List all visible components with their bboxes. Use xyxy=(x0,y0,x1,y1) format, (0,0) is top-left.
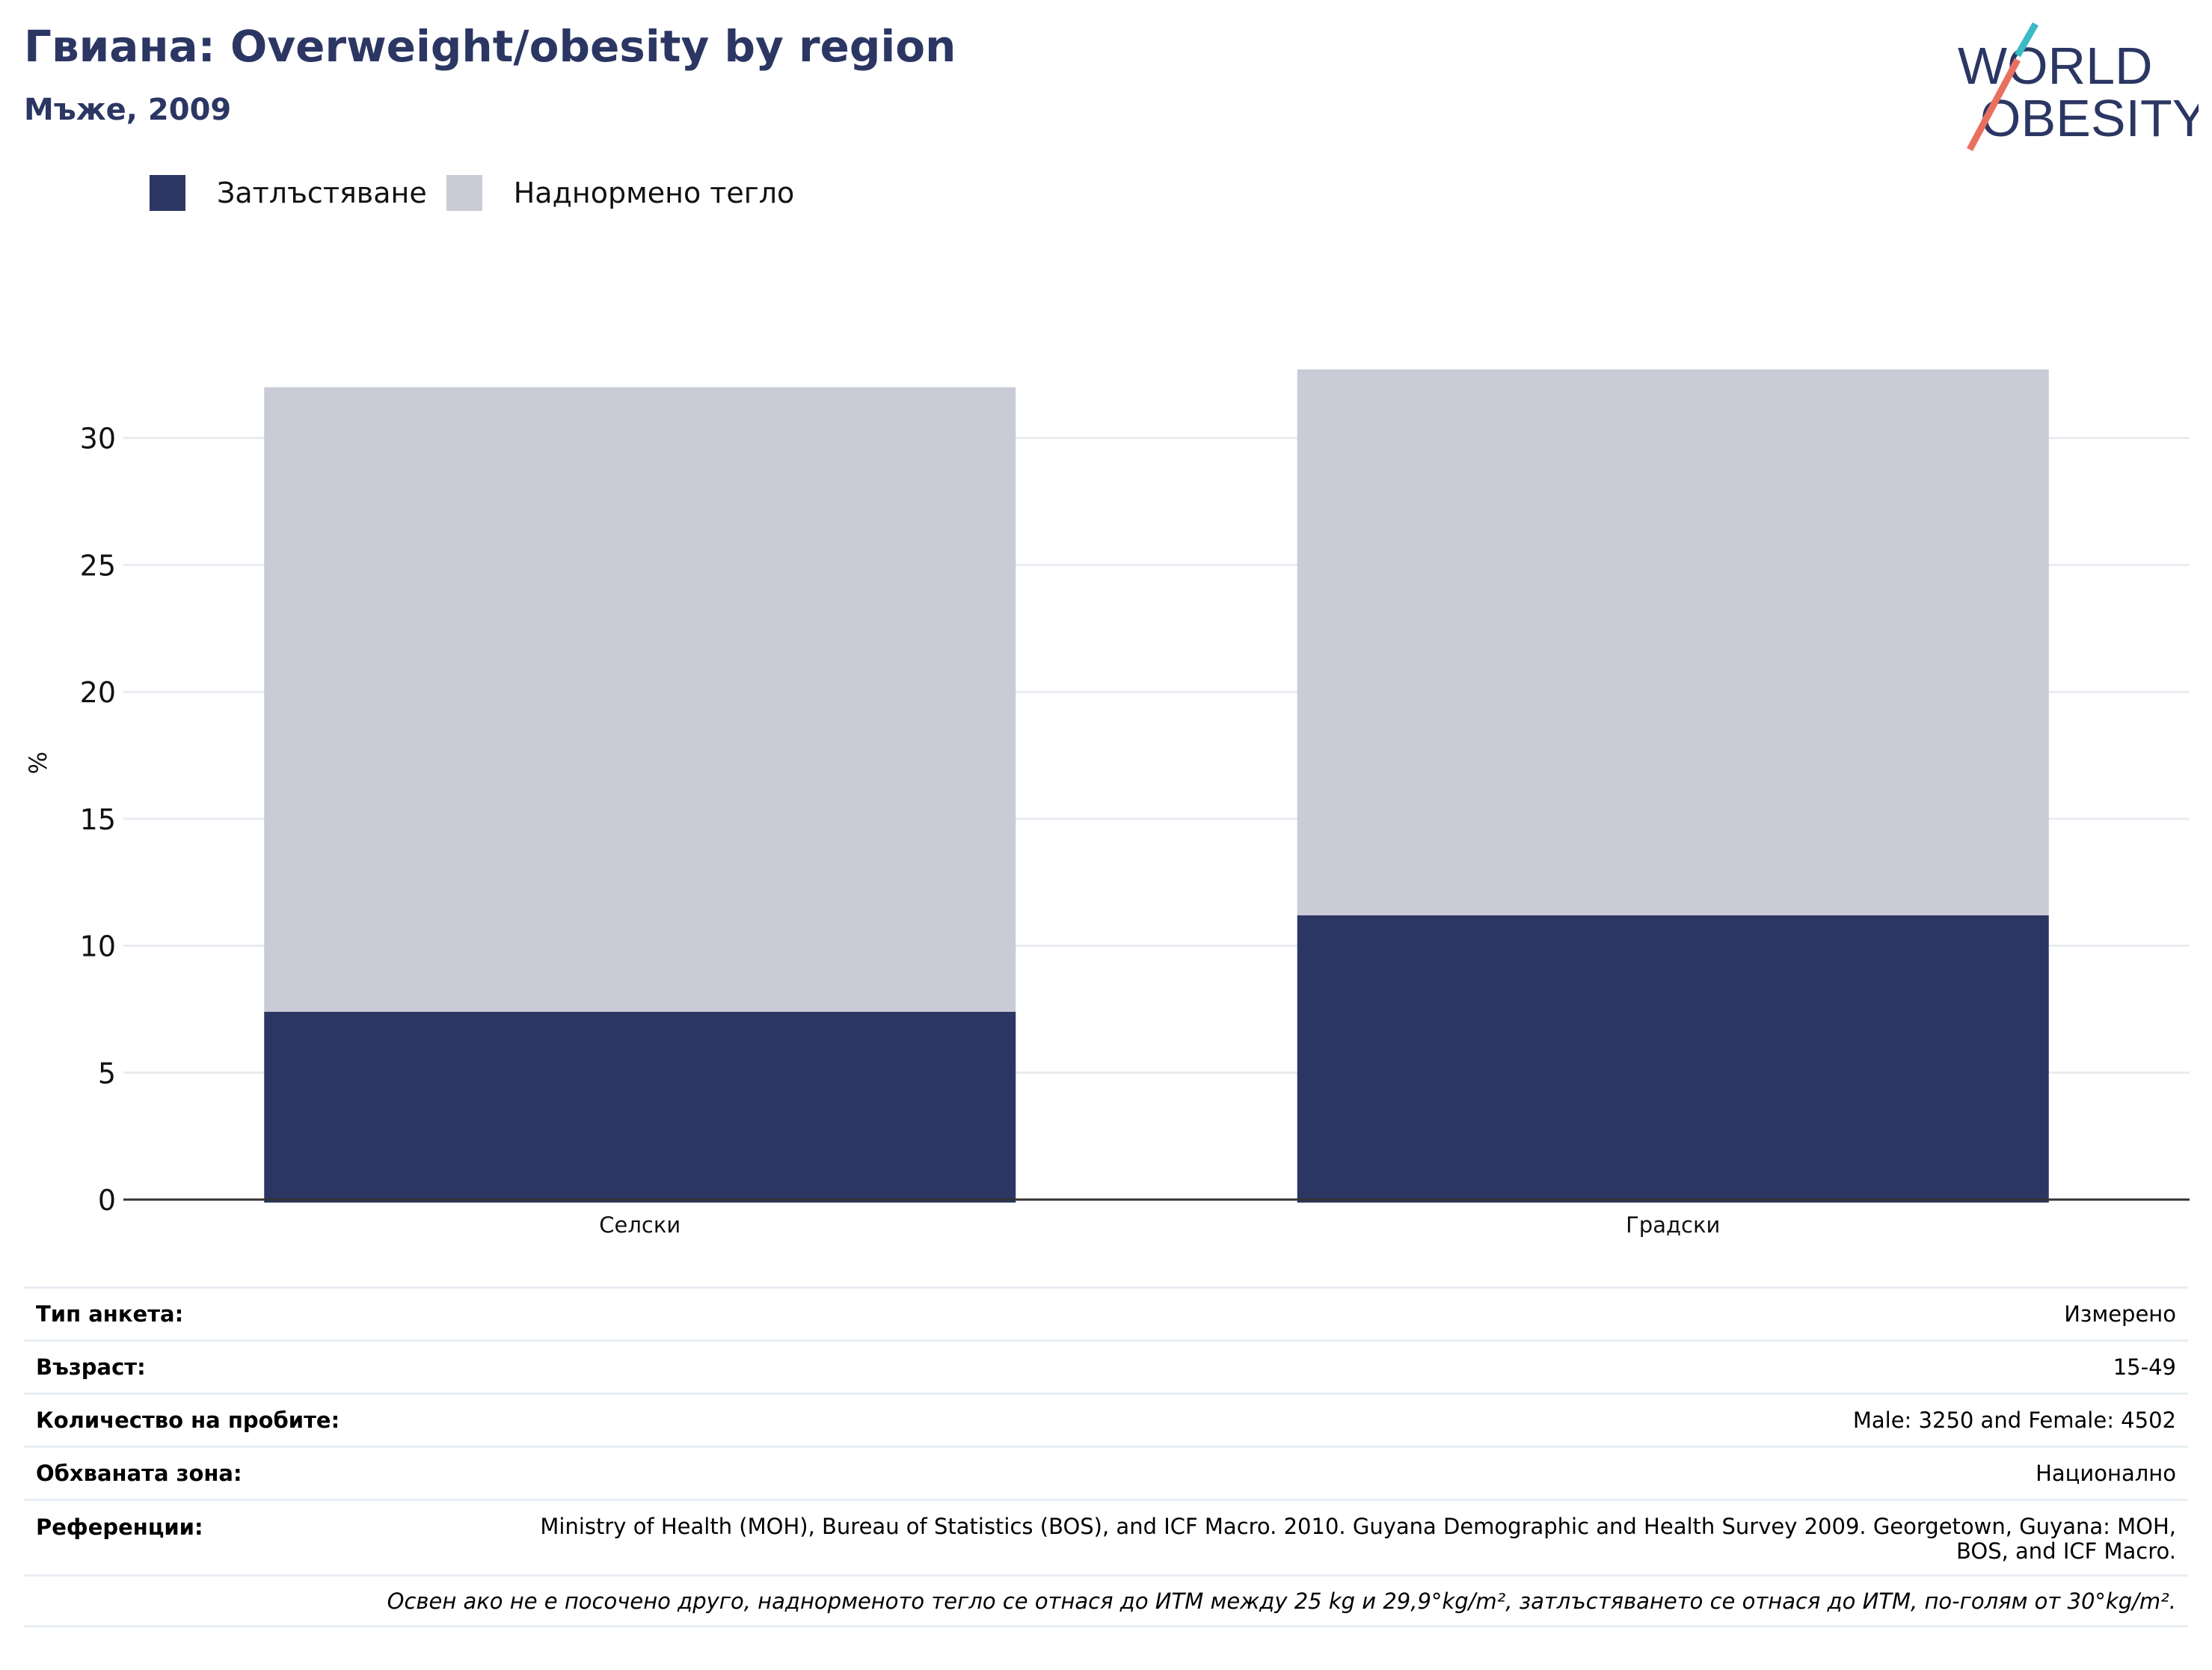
bar-segment xyxy=(1297,369,2049,915)
world-obesity-logo: WORLD OBESITY xyxy=(1958,22,2199,152)
chart-subtitle: Мъже, 2009 xyxy=(24,93,232,127)
definition-note: Освен ако не е посочено друго, наднормен… xyxy=(387,1588,2176,1614)
y-tick-label: 30 xyxy=(80,423,116,455)
meta-row-sample-size: Количество на пробите: Male: 3250 and Fe… xyxy=(24,1393,2188,1446)
x-tick-label: Селски xyxy=(599,1212,681,1238)
bar-segment xyxy=(1297,915,2049,1203)
bar-segment xyxy=(264,1011,1016,1203)
svg-text:WORLD: WORLD xyxy=(1958,37,2153,95)
survey-metadata-table: Тип анкета: Измерено Възраст: 15-49 Коли… xyxy=(24,1286,2188,1627)
legend-item-obesity: Затлъстяване xyxy=(150,175,427,211)
meta-row-note: Освен ако не е посочено друго, наднормен… xyxy=(24,1574,2188,1627)
legend-item-overweight: Наднормено тегло xyxy=(446,175,795,211)
chart-legend: Затлъстяване Наднормено тегло xyxy=(150,172,814,214)
meta-label-survey-type: Тип анкета: xyxy=(36,1301,184,1327)
svg-text:OBESITY: OBESITY xyxy=(1980,89,2199,147)
meta-row-age: Възраст: 15-49 xyxy=(24,1339,2188,1393)
meta-value-area: Национално xyxy=(2036,1461,2176,1486)
stacked-bar-chart: 0 5 10 15 20 25 30 Селски Градски% xyxy=(24,369,2190,1238)
meta-label-references: Референции: xyxy=(36,1514,203,1540)
y-tick-label: 10 xyxy=(80,930,116,963)
meta-label-area: Обхваната зона: xyxy=(36,1461,242,1486)
y-tick-label: 20 xyxy=(80,676,116,709)
meta-value-sample-size: Male: 3250 and Female: 4502 xyxy=(1852,1407,2176,1433)
meta-label-sample-size: Количество на пробите: xyxy=(36,1407,340,1433)
chart-title: Гвиана: Overweight/obesity by region xyxy=(24,21,956,72)
meta-row-references: Референции: Ministry of Health (MOH), Bu… xyxy=(24,1499,2188,1574)
meta-row-area: Обхваната зона: Национално xyxy=(24,1446,2188,1499)
x-tick-label: Градски xyxy=(1626,1212,1720,1238)
bar-segment xyxy=(264,387,1016,1012)
legend-label-overweight: Наднормено тегло xyxy=(513,176,795,209)
meta-value-age: 15-49 xyxy=(2113,1354,2176,1380)
legend-swatch-obesity xyxy=(150,175,185,211)
y-tick-label: 5 xyxy=(98,1057,116,1090)
y-axis-label: % xyxy=(24,752,52,774)
meta-value-references: Ministry of Health (MOH), Bureau of Stat… xyxy=(540,1514,2176,1564)
legend-swatch-overweight xyxy=(446,175,482,211)
meta-label-age: Възраст: xyxy=(36,1354,146,1380)
y-tick-label: 25 xyxy=(80,549,116,582)
y-tick-label: 0 xyxy=(98,1184,116,1217)
meta-row-survey-type: Тип анкета: Измерено xyxy=(24,1286,2188,1339)
y-tick-label: 15 xyxy=(80,803,116,836)
legend-label-obesity: Затлъстяване xyxy=(217,176,427,209)
meta-value-survey-type: Измерено xyxy=(2064,1301,2176,1327)
